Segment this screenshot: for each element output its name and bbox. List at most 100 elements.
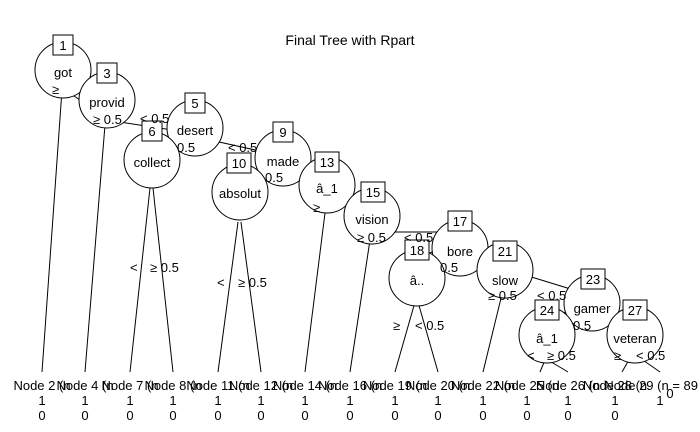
node-label: veteran — [613, 331, 656, 346]
node-id-box-24 — [534, 299, 560, 321]
leaf-axis-bottom: 0 — [391, 408, 398, 423]
node-id-box-18 — [404, 239, 430, 261]
split-label-right: < 0.5 — [636, 348, 665, 363]
split-label-left: < 0.5 — [404, 230, 433, 245]
split-label-left: ≥ — [614, 348, 621, 363]
node-id: 6 — [148, 124, 155, 139]
edge-10-12 — [240, 221, 262, 373]
split-labels: ≥ ≥ 0.5 < 0.5 0.5 < ≥ 0.5 < 0.5 0.5 < ≥ … — [52, 82, 665, 363]
node-id: 18 — [410, 243, 424, 258]
leaf-axis-top: 1 — [126, 393, 133, 408]
edge-3-4 — [84, 124, 106, 373]
leaf-axis-top: 1 — [434, 393, 441, 408]
node-id-box-23 — [580, 268, 606, 290]
leaf-axis-bottom: 0 — [666, 386, 673, 401]
node-label: vision — [355, 212, 388, 227]
node-id-box-17 — [447, 210, 473, 232]
terminal-node-label: Node 28 (n — [583, 378, 647, 393]
split-label-left: ≥ — [313, 200, 320, 215]
edge-6-7 — [129, 187, 151, 373]
split-label-right: 0.5 — [573, 318, 591, 333]
node-label: â_1 — [316, 181, 338, 196]
diagram-title: Final Tree with Rpart — [285, 32, 414, 48]
node-label: desert — [177, 123, 214, 138]
edge-6-8 — [152, 187, 174, 373]
node-id: 21 — [498, 244, 512, 259]
leaf-axis-bottom: 0 — [301, 408, 308, 423]
node-id-box-27 — [622, 299, 648, 321]
leaf-axis-bottom: 0 — [38, 408, 45, 423]
node-id: 17 — [453, 214, 467, 229]
split-label-left: ≥ — [393, 318, 400, 333]
node-id-box-10 — [226, 152, 252, 174]
node-label: gamer — [574, 301, 612, 316]
split-label-left: < — [217, 275, 225, 290]
split-label-right: ≥ 0.5 — [238, 275, 267, 290]
edge-15-16 — [349, 239, 371, 373]
node-id-box-6 — [141, 120, 163, 142]
node-id: 23 — [586, 272, 600, 287]
node-id: 3 — [103, 66, 110, 81]
node-id-box-15 — [360, 181, 386, 203]
terminal-node-label: Node 22 (n — [451, 378, 515, 393]
leaf-axis-bottom: 0 — [126, 408, 133, 423]
split-label-left: < — [130, 260, 138, 275]
split-label-right: < 0.5 — [415, 318, 444, 333]
node-id: 1 — [59, 38, 66, 53]
leaf-axis-top: 1 — [169, 393, 176, 408]
node-label: made — [267, 154, 300, 169]
node-id-boxes — [52, 34, 648, 321]
leaf-axis-top: 1 — [301, 393, 308, 408]
terminal-node-label: Node 4 (n — [56, 378, 113, 393]
node-label: got — [54, 65, 72, 80]
leaf-axis-top: 1 — [391, 393, 398, 408]
node-label: collect — [134, 155, 171, 170]
leaf-axis-top: 1 — [38, 393, 45, 408]
leaf-axis-values: 1 0 1 0 1 0 1 0 1 0 1 0 1 0 1 0 1 0 1 0 … — [38, 386, 673, 423]
leaf-axis-top: 1 — [523, 393, 530, 408]
node-label: â_1 — [536, 331, 558, 346]
split-label-left: < 0.5 — [140, 111, 169, 126]
node-id-box-21 — [492, 240, 518, 262]
leaf-axis-bottom: 0 — [564, 408, 571, 423]
leaf-axis-top: 1 — [257, 393, 264, 408]
terminal-node-label: Node 20 (n — [406, 378, 470, 393]
split-label-left: < 0.5 — [537, 288, 566, 303]
node-id: 15 — [366, 185, 380, 200]
terminal-node-label: Node 29 (n = 89 — [604, 378, 698, 393]
terminal-node-label: Node 7 (n — [101, 378, 158, 393]
node-label: â.. — [410, 273, 424, 288]
node-id: 24 — [540, 303, 554, 318]
node-id-box-13 — [314, 151, 340, 173]
split-label-left: ≥ 0.5 — [357, 230, 386, 245]
leaf-axis-bottom: 0 — [611, 408, 618, 423]
split-label-left: < — [527, 348, 535, 363]
terminal-node-label: Node 25 (n — [495, 378, 559, 393]
terminal-node-label: Node 16 (n — [318, 378, 382, 393]
node-id: 5 — [191, 96, 198, 111]
leaf-axis-bottom: 0 — [523, 408, 530, 423]
node-ids: 1 3 5 6 9 10 13 15 17 18 21 23 24 27 — [59, 38, 642, 318]
split-label-right: 0.5 — [265, 170, 283, 185]
terminal-node-label: Node 26 (n — [536, 378, 600, 393]
node-id: 13 — [320, 155, 334, 170]
node-id-box-9 — [272, 121, 294, 143]
split-label-right: ≥ 0.5 — [547, 348, 576, 363]
split-label-right: ≥ 0.5 — [150, 260, 179, 275]
node-label: bore — [447, 244, 473, 259]
terminal-node-label: Node 8 (n — [144, 378, 201, 393]
leaf-axis-top: 1 — [214, 393, 221, 408]
edge-18-20 — [417, 301, 439, 373]
leaf-axis-bottom: 0 — [81, 408, 88, 423]
terminal-node-label: Node 14 (n — [273, 378, 337, 393]
split-label-left: ≥ 0.5 — [93, 112, 122, 127]
terminal-node-label: Node 11 (n — [186, 378, 249, 393]
node-labels: got provid desert collect made absolut â… — [54, 65, 657, 346]
leaf-axis-bottom: 0 — [434, 408, 441, 423]
terminal-node-label: Node 19 (n — [363, 378, 427, 393]
leaf-axis-top: 1 — [564, 393, 571, 408]
edge-13-14 — [304, 212, 326, 373]
leaf-axis-bottom: 0 — [169, 408, 176, 423]
leaf-axis-top: 1 — [656, 393, 663, 408]
node-label: provid — [89, 95, 124, 110]
